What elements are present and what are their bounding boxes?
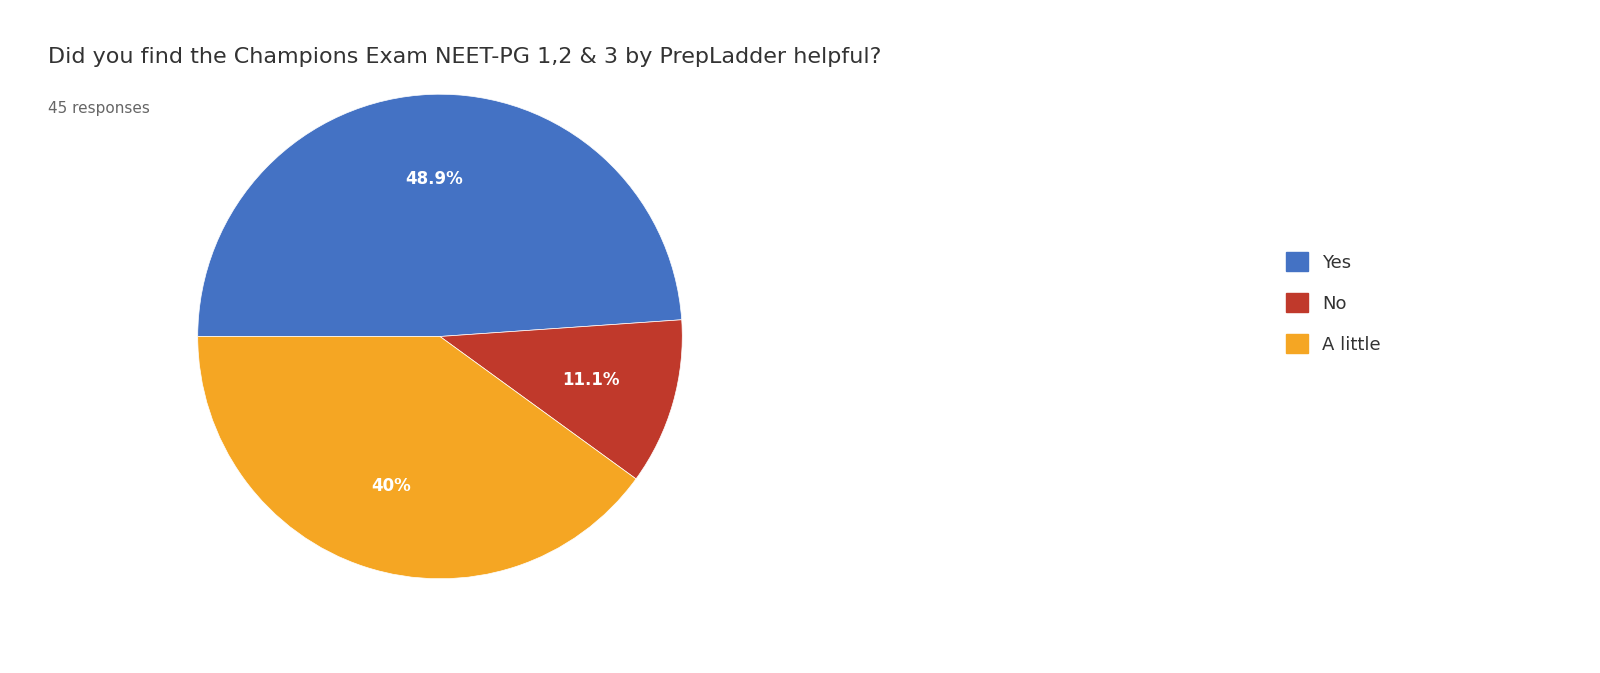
Wedge shape — [440, 320, 682, 479]
Text: 40%: 40% — [371, 477, 411, 495]
Wedge shape — [198, 336, 637, 579]
Text: Did you find the Champions Exam NEET-PG 1,2 & 3 by PrepLadder helpful?: Did you find the Champions Exam NEET-PG … — [48, 47, 882, 67]
Legend: Yes, No, A little: Yes, No, A little — [1269, 234, 1398, 371]
Text: 11.1%: 11.1% — [563, 371, 621, 389]
Text: 45 responses: 45 responses — [48, 101, 150, 116]
Wedge shape — [198, 94, 682, 336]
Text: 48.9%: 48.9% — [406, 170, 464, 188]
